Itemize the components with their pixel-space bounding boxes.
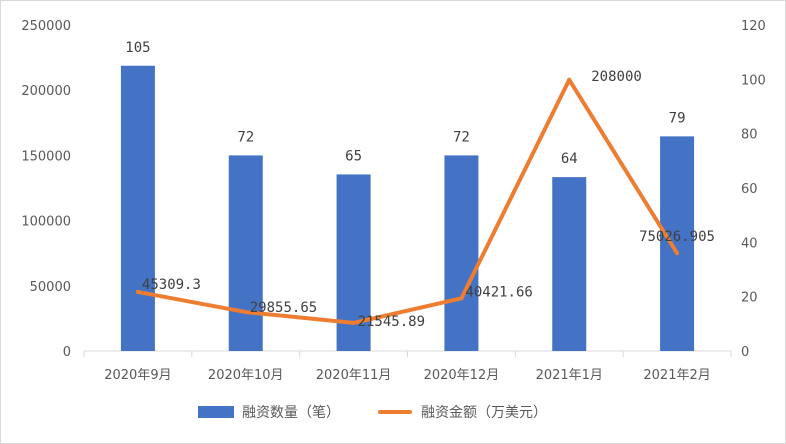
- line-data-label: 21545.89: [358, 314, 425, 330]
- y-right-tick-label: 20: [741, 291, 758, 306]
- line-data-label: 75026.905: [639, 229, 715, 245]
- line-data-label: 208000: [591, 69, 642, 85]
- legend: 融资数量（笔） 融资金额（万美元）: [198, 405, 547, 421]
- legend-label-bar: 融资数量（笔）: [242, 405, 340, 421]
- bar: [444, 155, 479, 351]
- y-right-tick-label: 0: [741, 345, 749, 360]
- bar-data-label: 65: [345, 148, 362, 164]
- line-point: [135, 289, 140, 294]
- bar: [552, 177, 587, 351]
- line-data-label: 40421.66: [465, 284, 532, 300]
- legend-swatch-bar: [198, 406, 234, 418]
- axes: 0 50000 100000 150000 200000 250000 0 20 40 60 80 1…: [21, 19, 765, 383]
- bar: [228, 155, 263, 351]
- bar-data-label: 72: [453, 129, 470, 145]
- bar: [120, 65, 155, 351]
- x-tick-label: 2020年11月: [316, 368, 392, 383]
- bar-data-label: 64: [561, 151, 578, 167]
- y-right-tick-label: 100: [741, 73, 766, 88]
- y-left-tick-label: 200000: [21, 84, 71, 99]
- y-right-tick-label: 40: [741, 236, 758, 251]
- line-path: [135, 77, 680, 325]
- bar-data-label: 79: [669, 110, 686, 126]
- line-point: [567, 77, 572, 82]
- line-data-label: 45309.3: [142, 277, 201, 293]
- x-tick-label: 2020年9月: [104, 368, 171, 383]
- data-labels: 105 72 65 72 64 79 45309.3 29855.65 21545.89 4042…: [125, 40, 715, 330]
- x-tick-label: 2021年1月: [536, 368, 603, 383]
- y-left-tick-label: 100000: [21, 215, 71, 230]
- line-point: [675, 251, 680, 256]
- y-left-tick-label: 250000: [21, 19, 71, 34]
- y-left-tick-label: 0: [63, 345, 71, 360]
- line-point: [243, 310, 248, 315]
- bar-series: [120, 65, 695, 351]
- line-data-label: 29855.65: [250, 300, 317, 316]
- x-tick-label: 2020年10月: [208, 368, 284, 383]
- x-tick-label: 2020年12月: [424, 368, 500, 383]
- line-point: [459, 296, 464, 301]
- y-left-tick-label: 50000: [30, 280, 71, 295]
- y-right-tick-label: 60: [741, 182, 758, 197]
- bar-data-label: 105: [125, 40, 150, 56]
- bar-data-label: 72: [237, 129, 254, 145]
- line-point: [351, 320, 356, 325]
- line-series: [135, 77, 680, 325]
- bar: [660, 136, 695, 351]
- y-right-tick-label: 120: [741, 19, 766, 34]
- legend-label-line: 融资金额（万美元）: [421, 405, 547, 421]
- x-tick-label: 2021年2月: [643, 368, 710, 383]
- y-left-tick-label: 150000: [21, 149, 71, 164]
- y-right-tick-label: 80: [741, 128, 758, 143]
